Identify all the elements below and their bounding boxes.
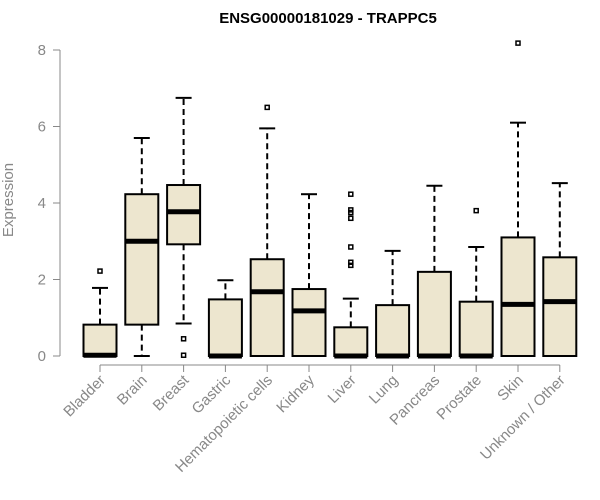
outlier-point bbox=[348, 207, 354, 213]
y-tick-label: 8 bbox=[38, 42, 46, 59]
box-2 bbox=[124, 136, 160, 357]
iqr-box bbox=[333, 326, 369, 357]
box-6 bbox=[291, 193, 327, 357]
y-axis: 0 2 4 6 8 bbox=[38, 42, 61, 365]
outlier-point bbox=[264, 104, 270, 111]
outlier-point bbox=[515, 40, 521, 46]
y-tick-label: 0 bbox=[38, 348, 46, 365]
box-12 bbox=[542, 182, 578, 357]
box-3 bbox=[166, 96, 202, 358]
chart-title: ENSG00000181029 - TRAPPC5 bbox=[219, 10, 437, 27]
box-9 bbox=[416, 184, 452, 359]
x-tick-label: Bladder bbox=[60, 372, 109, 421]
x-tick-label: Skin bbox=[494, 372, 527, 405]
iqr-box bbox=[124, 193, 160, 326]
box-4 bbox=[207, 279, 243, 359]
outlier-point bbox=[180, 336, 187, 342]
box-5 bbox=[249, 104, 285, 358]
box-8 bbox=[375, 249, 411, 359]
x-tick-label: Prostate bbox=[433, 372, 485, 424]
outlier-point bbox=[348, 262, 354, 269]
box-7 bbox=[333, 191, 369, 359]
y-tick-label: 6 bbox=[38, 119, 46, 136]
outlier-point bbox=[473, 207, 479, 214]
iqr-box bbox=[500, 236, 536, 357]
outlier-point bbox=[348, 191, 354, 197]
iqr-box bbox=[375, 304, 411, 358]
outlier-point bbox=[348, 215, 354, 222]
box-1 bbox=[82, 268, 118, 358]
x-tick-label: Liver bbox=[325, 372, 360, 407]
outlier-point bbox=[348, 244, 354, 250]
iqr-box bbox=[291, 288, 327, 357]
iqr-box bbox=[458, 300, 494, 357]
outlier-point bbox=[97, 268, 103, 274]
y-tick-label: 2 bbox=[38, 272, 46, 289]
y-tick-label: 4 bbox=[38, 195, 46, 212]
iqr-box bbox=[249, 258, 285, 358]
outlier-point bbox=[180, 352, 187, 358]
box-10 bbox=[458, 207, 494, 359]
iqr-box bbox=[416, 270, 452, 358]
x-tick-label: Brain bbox=[114, 372, 151, 409]
outlier-point bbox=[348, 259, 354, 266]
x-tick-label: Kidney bbox=[273, 371, 318, 416]
x-tick-label: Lung bbox=[366, 372, 402, 408]
iqr-box bbox=[166, 184, 202, 246]
box-11 bbox=[500, 40, 536, 357]
iqr-box bbox=[207, 298, 243, 358]
iqr-box bbox=[542, 256, 578, 357]
iqr-box bbox=[82, 323, 118, 358]
x-tick-label: Breast bbox=[150, 371, 193, 414]
box-series bbox=[82, 40, 578, 359]
y-axis-label: Expression bbox=[0, 163, 17, 237]
